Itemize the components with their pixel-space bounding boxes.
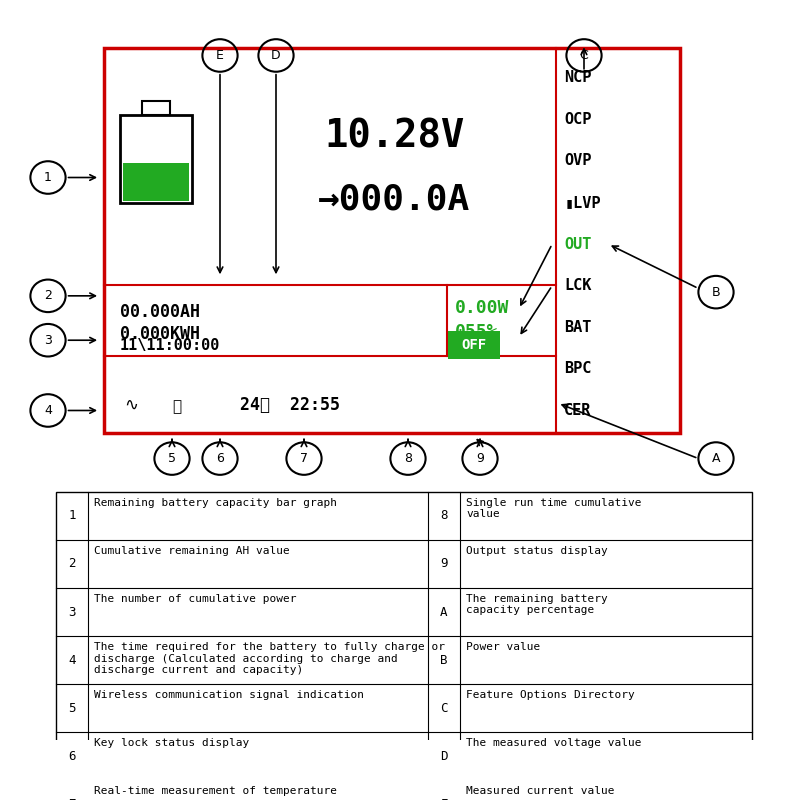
Text: OVP: OVP <box>564 154 591 168</box>
Text: 3: 3 <box>44 334 52 346</box>
Text: 11\11:00:00: 11\11:00:00 <box>120 338 220 353</box>
Text: Measured current value: Measured current value <box>466 786 615 796</box>
Text: The time required for the battery to fully charge or
discharge (Calculated accor: The time required for the battery to ful… <box>94 642 446 675</box>
Text: OUT: OUT <box>564 237 591 251</box>
Text: C: C <box>440 702 448 714</box>
Text: 9: 9 <box>476 452 484 465</box>
Text: B: B <box>440 654 448 666</box>
FancyBboxPatch shape <box>123 163 189 201</box>
Text: ∿: ∿ <box>124 396 138 414</box>
Text: OCP: OCP <box>564 112 591 126</box>
Text: 24℃  22:55: 24℃ 22:55 <box>240 396 340 414</box>
Text: 055%: 055% <box>454 323 498 341</box>
Text: 4: 4 <box>44 404 52 417</box>
Text: 2: 2 <box>44 290 52 302</box>
Text: 9: 9 <box>440 558 448 570</box>
Text: 3: 3 <box>68 606 76 618</box>
Text: Remaining battery capacity bar graph: Remaining battery capacity bar graph <box>94 498 338 508</box>
Text: D: D <box>440 750 448 762</box>
Text: Real-time measurement of temperature: Real-time measurement of temperature <box>94 786 338 796</box>
FancyBboxPatch shape <box>448 330 500 358</box>
Text: NCP: NCP <box>564 70 591 85</box>
Text: 1: 1 <box>68 510 76 522</box>
FancyBboxPatch shape <box>104 48 680 433</box>
Text: 00.000AH: 00.000AH <box>120 303 200 321</box>
Text: →000.0A: →000.0A <box>318 182 470 217</box>
Text: 🔒: 🔒 <box>172 399 181 414</box>
Text: D: D <box>271 49 281 62</box>
Text: E: E <box>440 798 448 800</box>
Text: 6: 6 <box>68 750 76 762</box>
Text: The number of cumulative power: The number of cumulative power <box>94 594 297 604</box>
Text: 1: 1 <box>44 171 52 184</box>
Text: 0.00W: 0.00W <box>454 299 509 318</box>
Text: 4: 4 <box>68 654 76 666</box>
FancyBboxPatch shape <box>142 102 170 114</box>
Text: E: E <box>216 49 224 62</box>
FancyBboxPatch shape <box>120 114 192 203</box>
Text: B: B <box>712 286 720 298</box>
Text: The remaining battery
capacity percentage: The remaining battery capacity percentag… <box>466 594 608 615</box>
Text: Feature Options Directory: Feature Options Directory <box>466 690 635 700</box>
Text: BPC: BPC <box>564 362 591 376</box>
Text: 6: 6 <box>216 452 224 465</box>
Text: 8: 8 <box>440 510 448 522</box>
Text: ▮LVP: ▮LVP <box>564 195 601 210</box>
Text: Cumulative remaining AH value: Cumulative remaining AH value <box>94 546 290 556</box>
Text: 0.000KWH: 0.000KWH <box>120 326 200 343</box>
Text: Output status display: Output status display <box>466 546 608 556</box>
Text: 10.28V: 10.28V <box>324 118 464 156</box>
Text: The measured voltage value: The measured voltage value <box>466 738 642 748</box>
Text: C: C <box>580 49 588 62</box>
Text: Wireless communication signal indication: Wireless communication signal indication <box>94 690 365 700</box>
Text: A: A <box>440 606 448 618</box>
Text: CER: CER <box>564 403 591 418</box>
Text: 7: 7 <box>68 798 76 800</box>
Text: LCK: LCK <box>564 278 591 293</box>
Text: OFF: OFF <box>462 338 486 352</box>
Text: 8: 8 <box>404 452 412 465</box>
Text: 2: 2 <box>68 558 76 570</box>
Text: Power value: Power value <box>466 642 541 652</box>
Text: BAT: BAT <box>564 320 591 334</box>
FancyBboxPatch shape <box>56 492 752 800</box>
Text: Single run time cumulative
value: Single run time cumulative value <box>466 498 642 519</box>
Text: A: A <box>712 452 720 465</box>
Text: 5: 5 <box>68 702 76 714</box>
Text: 5: 5 <box>168 452 176 465</box>
Text: 7: 7 <box>300 452 308 465</box>
Text: Key lock status display: Key lock status display <box>94 738 250 748</box>
